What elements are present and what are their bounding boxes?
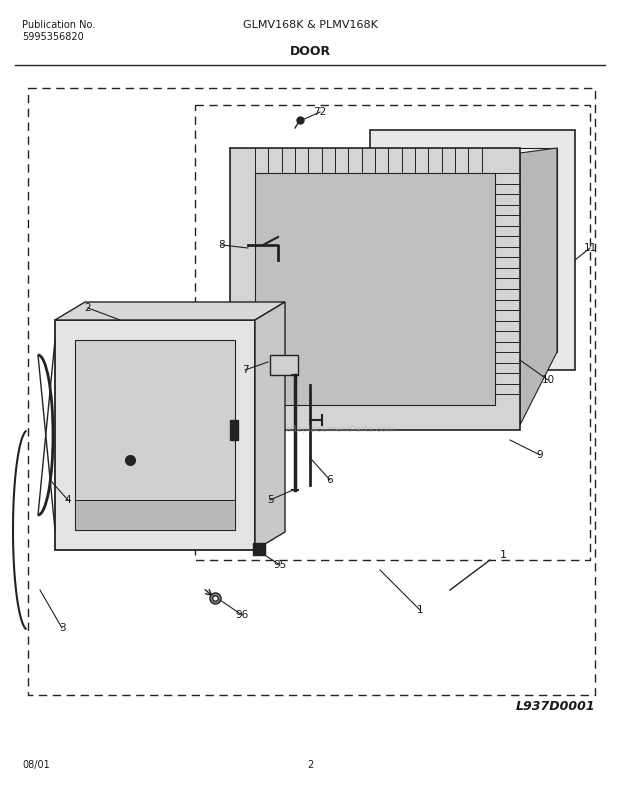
Text: Publication No.: Publication No. bbox=[22, 20, 95, 30]
Bar bbox=[230, 420, 238, 440]
Text: 2: 2 bbox=[85, 303, 91, 313]
Text: 1: 1 bbox=[417, 605, 423, 615]
Polygon shape bbox=[75, 500, 235, 530]
Polygon shape bbox=[255, 302, 285, 550]
Text: 08/01: 08/01 bbox=[22, 760, 50, 770]
Polygon shape bbox=[55, 302, 285, 320]
Text: GLMV168K & PLMV168K: GLMV168K & PLMV168K bbox=[242, 20, 378, 30]
Text: 11: 11 bbox=[583, 243, 596, 253]
Polygon shape bbox=[388, 148, 557, 352]
Text: 3: 3 bbox=[59, 623, 65, 633]
Polygon shape bbox=[270, 355, 298, 375]
Text: 9: 9 bbox=[537, 450, 543, 460]
Text: 5995356820: 5995356820 bbox=[22, 32, 84, 42]
Bar bbox=[253, 543, 265, 555]
Polygon shape bbox=[55, 320, 255, 550]
Polygon shape bbox=[370, 130, 575, 370]
Text: L937D0001: L937D0001 bbox=[515, 700, 595, 713]
Text: DOOR: DOOR bbox=[290, 45, 330, 58]
Text: 5: 5 bbox=[267, 495, 273, 505]
Text: 1: 1 bbox=[500, 550, 507, 560]
Polygon shape bbox=[230, 148, 520, 430]
Text: eReplacementParts.com: eReplacementParts.com bbox=[285, 426, 395, 434]
Text: 4: 4 bbox=[64, 495, 71, 505]
Polygon shape bbox=[75, 340, 235, 530]
Polygon shape bbox=[255, 173, 495, 405]
Text: 7: 7 bbox=[242, 365, 249, 375]
Text: 8: 8 bbox=[219, 240, 225, 250]
Text: 72: 72 bbox=[313, 107, 327, 117]
Text: 2: 2 bbox=[307, 760, 313, 770]
Text: 6: 6 bbox=[327, 475, 334, 485]
Polygon shape bbox=[520, 148, 557, 425]
Text: 95: 95 bbox=[273, 560, 286, 570]
Text: 10: 10 bbox=[541, 375, 554, 385]
Text: 96: 96 bbox=[236, 610, 249, 620]
